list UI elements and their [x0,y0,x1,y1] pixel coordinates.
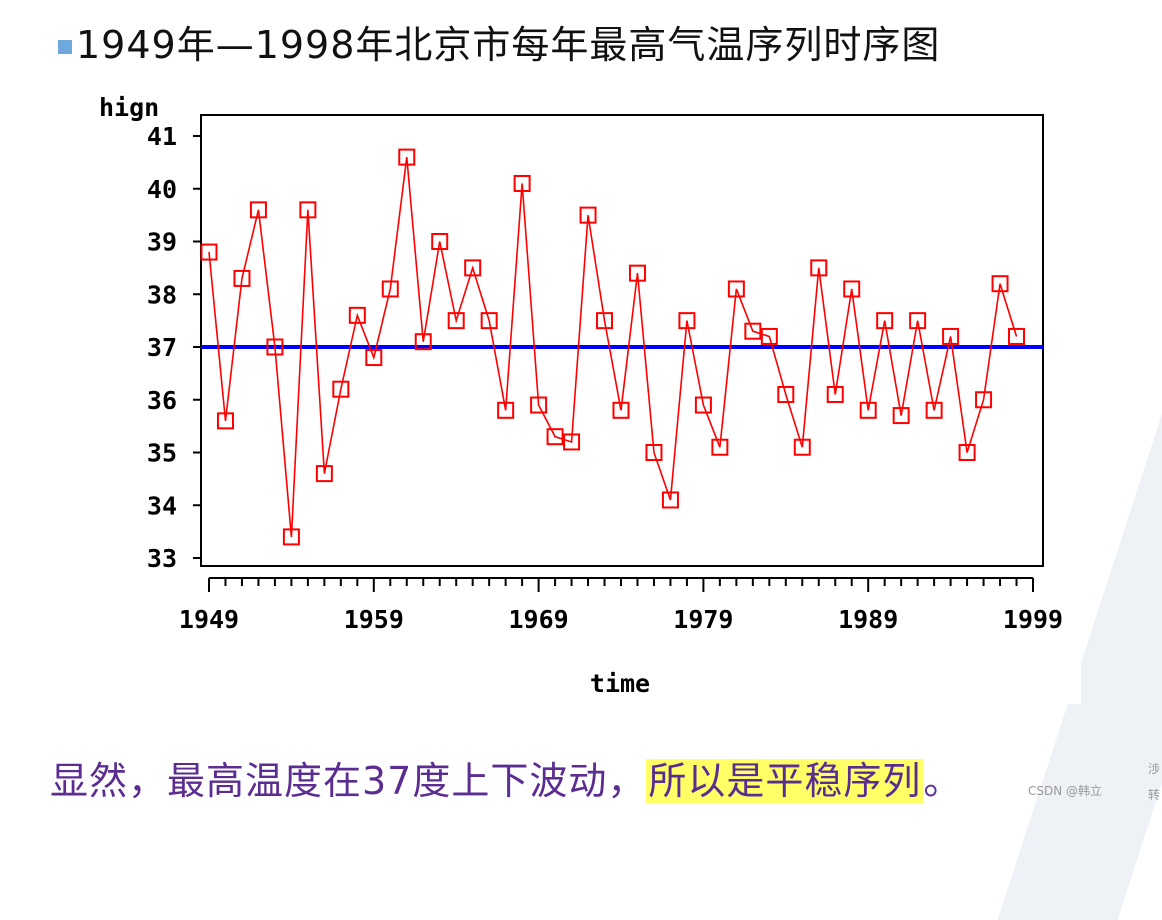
y-tick-label: 36 [147,386,177,415]
data-point-marker [480,312,498,330]
x-tick-label: 1979 [673,605,733,634]
x-tick-label: 1969 [508,605,568,634]
data-point-marker [530,396,548,414]
data-point-marker [958,444,976,461]
data-point-marker [348,306,366,324]
data-point-marker [925,401,943,419]
data-point-marker [381,280,399,298]
x-tick-label: 1989 [838,605,898,634]
data-point-marker [711,438,729,456]
data-point-marker [579,206,597,224]
data-point-marker [859,401,877,419]
data-point-marker [975,391,993,409]
watermark: CSDN @韩立 [1028,784,1103,798]
chart-svg: 33 34 35 36 37 38 39 40 41 1949 1959 1969 1979 1989 19… [99,93,1063,698]
plot-frame [200,114,1044,567]
x-axis-label: time [590,669,650,698]
data-point-marker [876,312,894,330]
data-point-marker [596,312,614,330]
y-tick-label: 35 [147,439,177,468]
data-point-marker [727,280,745,298]
data-point-marker [513,174,531,192]
caption-text: 显然，最高温度在37度上下波动， [50,759,647,803]
data-point-marker [942,327,960,345]
data-point-marker [282,528,300,546]
data-point-marker [365,349,383,367]
data-point-marker [612,401,630,419]
side-character-2: 转 [1148,788,1161,802]
data-point-marker [431,233,449,250]
data-point-marker [678,312,696,330]
y-tick-label: 37 [147,333,177,362]
y-tick-label: 40 [147,175,177,204]
caption-highlight: 所以是平稳序列 [646,759,924,803]
data-point-marker [694,396,712,414]
data-point-marker [826,385,844,403]
series-line [208,157,1018,537]
data-point-marker [249,201,267,219]
data-point-marker [233,269,251,287]
data-point-marker [299,201,317,219]
data-point-marker [216,412,234,430]
y-tick-label: 41 [147,122,177,151]
square-bullet-icon [58,40,72,54]
data-point-marker [315,465,333,483]
slide-caption: 显然，最高温度在37度上下波动，所以是平稳序列。 [50,750,962,805]
y-tick-label: 33 [147,544,177,573]
x-tick-label: 1949 [179,605,239,634]
data-point-marker [563,433,581,451]
y-tick-label: 34 [147,491,177,520]
data-point-marker [398,148,416,166]
data-point-marker [546,428,564,446]
data-point-marker [793,438,811,456]
x-tick-label: 1999 [1003,605,1063,634]
data-point-marker [200,243,218,261]
y-axis-label: hign [99,93,159,122]
data-point-marker [414,333,432,351]
data-point-marker [843,280,861,298]
y-tick-label: 39 [147,228,177,257]
data-point-marker [497,401,515,419]
data-point-marker [1008,327,1026,345]
data-point-marker [661,491,679,509]
data-point-marker [892,407,910,425]
slide-title-row: 1949年—1998年北京市每年最高气温序列时序图 [58,14,940,68]
data-point-marker [777,385,795,403]
y-tick-label: 38 [147,280,177,309]
data-point-marker [645,444,663,461]
data-point-marker [332,380,350,398]
data-point-marker [447,312,465,330]
data-point-marker [760,327,778,345]
caption-end: 。 [923,759,963,803]
data-point-marker [810,259,828,277]
x-tick-label: 1959 [344,605,404,634]
slide-title: 1949年—1998年北京市每年最高气温序列时序图 [76,22,941,67]
data-point-marker [744,322,762,340]
data-point-marker [464,259,482,277]
data-point-marker [991,275,1009,293]
side-character: 涉 [1148,762,1161,776]
data-point-marker [628,264,646,282]
time-series-chart: 33 34 35 36 37 38 39 40 41 1949 1959 1969 1979 1989 19… [97,88,1081,704]
data-point-marker [266,338,284,356]
data-point-marker [909,312,927,330]
